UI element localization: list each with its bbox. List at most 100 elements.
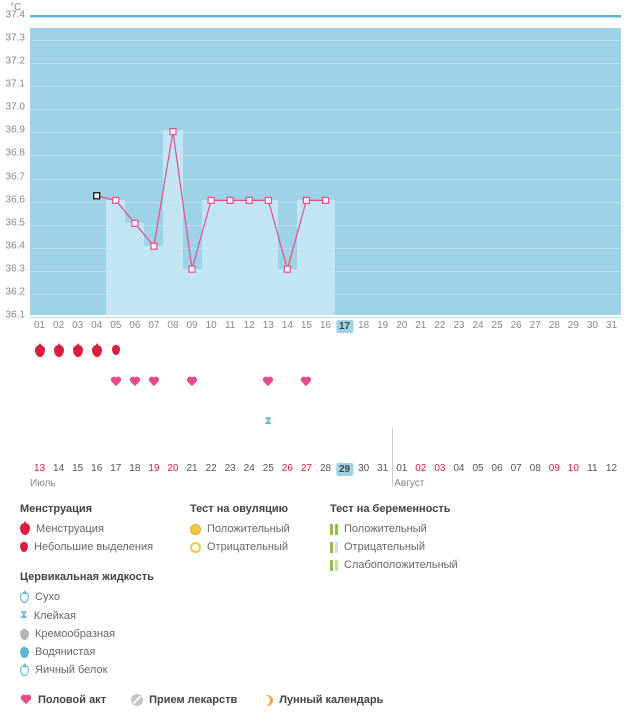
- heart-icon: [262, 377, 274, 388]
- legend-row-2: Половой акт Прием лекарств Лунный календ…: [0, 686, 626, 718]
- temp-bar: [106, 200, 125, 315]
- intercourse-row: [30, 377, 621, 395]
- y-tick: 37.0: [0, 102, 25, 113]
- x-tick[interactable]: 30: [587, 320, 598, 331]
- menstruation-marker: [73, 345, 83, 357]
- menstruation-marker: [35, 345, 45, 357]
- cal2-day[interactable]: 12: [606, 463, 617, 474]
- x-tick[interactable]: 23: [453, 320, 464, 331]
- x-tick[interactable]: 11: [225, 320, 235, 331]
- legend-item: Отрицательный: [190, 541, 330, 553]
- x-tick[interactable]: 24: [472, 320, 483, 331]
- cal2-day[interactable]: 10: [568, 463, 579, 474]
- x-tick[interactable]: 04: [91, 320, 102, 331]
- x-tick[interactable]: 28: [549, 320, 560, 331]
- cal2-day[interactable]: 20: [167, 463, 178, 474]
- drop-outline-icon: [20, 592, 29, 603]
- cal2-day[interactable]: 15: [72, 463, 83, 474]
- x-tick[interactable]: 15: [301, 320, 312, 331]
- drop-icon: [92, 345, 102, 357]
- legend-menstruation: Менструация Менструация Небольшие выделе…: [20, 503, 190, 571]
- y-tick: 37.2: [0, 56, 25, 67]
- x-tick[interactable]: 25: [492, 320, 503, 331]
- cal2-day[interactable]: 25: [263, 463, 274, 474]
- x-tick[interactable]: 31: [606, 320, 617, 331]
- temp-bar: [144, 246, 163, 315]
- drop-small-icon: [112, 345, 120, 355]
- y-tick: 36.9: [0, 125, 25, 136]
- cal2-day[interactable]: 18: [129, 463, 140, 474]
- x-tick[interactable]: 13: [263, 320, 274, 331]
- cal2-day[interactable]: 29: [336, 463, 353, 476]
- cal2-day[interactable]: 23: [225, 463, 236, 474]
- x-tick[interactable]: 16: [320, 320, 331, 331]
- x-tick[interactable]: 20: [396, 320, 407, 331]
- cal2-day[interactable]: 11: [587, 463, 597, 474]
- intercourse-marker: [262, 377, 274, 388]
- cal2-day[interactable]: 01: [396, 463, 407, 474]
- x-tick[interactable]: 07: [148, 320, 159, 331]
- cal2-day[interactable]: 09: [549, 463, 560, 474]
- cal2-day[interactable]: 24: [244, 463, 255, 474]
- x-tick[interactable]: 29: [568, 320, 579, 331]
- x-tick[interactable]: 08: [167, 320, 178, 331]
- cal2-day[interactable]: 17: [110, 463, 121, 474]
- cal2-day[interactable]: 08: [530, 463, 541, 474]
- cal2-day[interactable]: 03: [434, 463, 445, 474]
- legend-pregnancy: Тест на беременность Положительный Отриц…: [330, 503, 480, 571]
- x-tick[interactable]: 12: [244, 320, 255, 331]
- menstruation-row: [30, 345, 621, 363]
- cal2-day[interactable]: 02: [415, 463, 426, 474]
- cal2-day[interactable]: 14: [53, 463, 64, 474]
- x-tick[interactable]: 03: [72, 320, 83, 331]
- x-tick[interactable]: 26: [511, 320, 522, 331]
- month-label: Август: [394, 478, 424, 489]
- bars-icon: [330, 524, 338, 535]
- cal2-day[interactable]: 21: [186, 463, 197, 474]
- x-axis: 01 02 03 04 05 06 07 08 09 10 11 12 13 14 15 16 17 18 19 20…: [30, 320, 621, 335]
- x-tick[interactable]: 22: [434, 320, 445, 331]
- legend-item: Положительный: [190, 523, 330, 535]
- x-tick[interactable]: 10: [206, 320, 217, 331]
- cal2-day[interactable]: 22: [206, 463, 217, 474]
- x-tick[interactable]: 02: [53, 320, 64, 331]
- x-tick[interactable]: 17: [336, 320, 353, 333]
- grid-line: [30, 155, 621, 156]
- x-tick[interactable]: 14: [282, 320, 293, 331]
- cal2-day[interactable]: 13: [34, 463, 45, 474]
- cal2-day[interactable]: 31: [377, 463, 388, 474]
- x-tick[interactable]: 01: [34, 320, 45, 331]
- temp-bar: [259, 200, 278, 315]
- legend-header: Тест на овуляцию: [190, 503, 330, 515]
- cal2-day[interactable]: 07: [511, 463, 522, 474]
- cal2-day[interactable]: 30: [358, 463, 369, 474]
- x-tick[interactable]: 27: [530, 320, 541, 331]
- grid-line: [30, 132, 621, 133]
- cal2-day[interactable]: 26: [282, 463, 293, 474]
- circle-outline-icon: [190, 542, 201, 553]
- cal2-day[interactable]: 06: [492, 463, 503, 474]
- y-tick: 36.1: [0, 310, 25, 321]
- hourglass-marker: ⧗: [264, 415, 272, 428]
- cal2-day[interactable]: 19: [148, 463, 159, 474]
- drop-blue-icon: [20, 647, 29, 658]
- x-tick[interactable]: 19: [377, 320, 388, 331]
- x-tick[interactable]: 21: [415, 320, 426, 331]
- cal2-day[interactable]: 27: [301, 463, 312, 474]
- top-band: [30, 17, 621, 28]
- y-tick: 36.5: [0, 217, 25, 228]
- legend-ovulation: Тест на овуляцию Положительный Отрицател…: [190, 503, 330, 571]
- x-tick[interactable]: 05: [110, 320, 121, 331]
- cal2-day[interactable]: 04: [453, 463, 464, 474]
- cal2-day[interactable]: 28: [320, 463, 331, 474]
- plot-area: [30, 15, 621, 315]
- cal2-day[interactable]: 05: [472, 463, 483, 474]
- legend-item: Сухо: [20, 591, 166, 603]
- temp-bar: [297, 200, 316, 315]
- y-tick: 36.2: [0, 286, 25, 297]
- x-tick[interactable]: 18: [358, 320, 369, 331]
- x-tick[interactable]: 06: [129, 320, 140, 331]
- drop-icon: [20, 523, 30, 535]
- cal2-day[interactable]: 16: [91, 463, 102, 474]
- x-tick[interactable]: 09: [186, 320, 197, 331]
